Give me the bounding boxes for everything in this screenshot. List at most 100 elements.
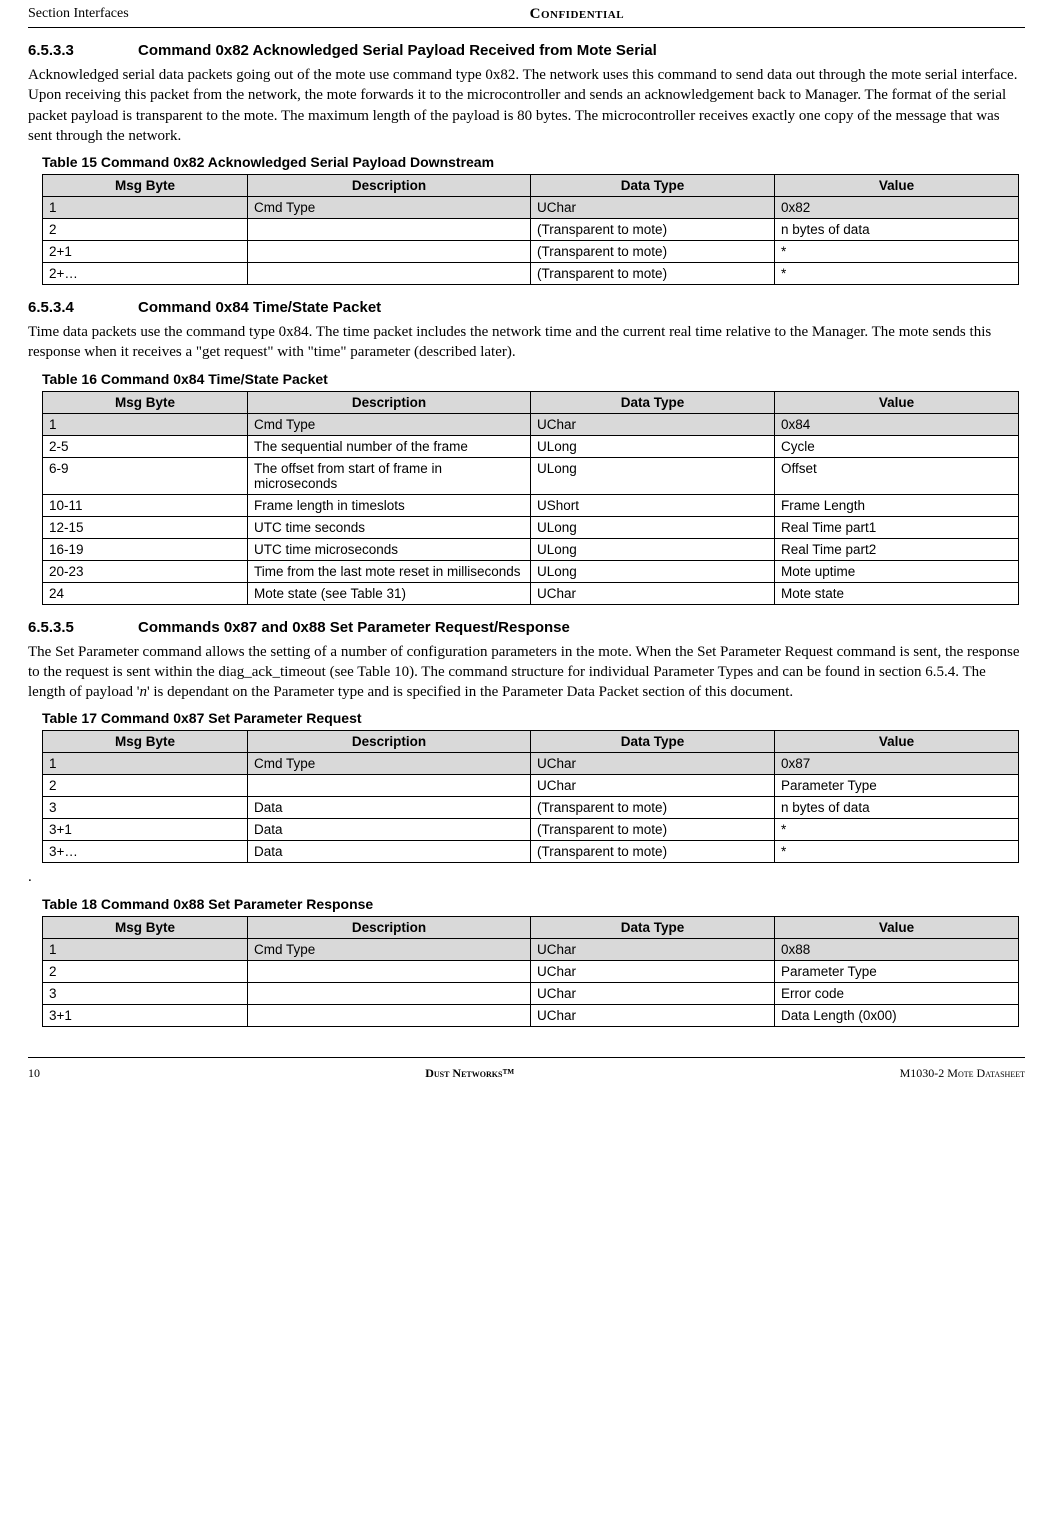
table-cell: Data — [247, 841, 530, 863]
table-row: 3+…Data(Transparent to mote)* — [43, 841, 1019, 863]
table-header-cell: Value — [775, 175, 1019, 197]
table-row: 2UCharParameter Type — [43, 775, 1019, 797]
table-cell: Mote state (see Table 31) — [247, 582, 530, 604]
table-cell: Mote state — [775, 582, 1019, 604]
table-cell: 2+1 — [43, 241, 248, 263]
table-row: 1Cmd TypeUChar0x88 — [43, 938, 1019, 960]
table-cell: 0x84 — [775, 413, 1019, 435]
table-header-cell: Data Type — [531, 175, 775, 197]
table-cell: Cmd Type — [247, 413, 530, 435]
table-row: 3+1Data(Transparent to mote)* — [43, 819, 1019, 841]
table-cell: UShort — [531, 494, 775, 516]
table-cell: 2+… — [43, 263, 248, 285]
table-header-cell: Description — [247, 731, 530, 753]
table-cell: ULong — [531, 560, 775, 582]
table-cell: (Transparent to mote) — [531, 263, 775, 285]
table-header-cell: Msg Byte — [43, 175, 248, 197]
table-trailing-text: . — [28, 867, 1025, 887]
table-cell: * — [775, 841, 1019, 863]
table-header-cell: Value — [775, 391, 1019, 413]
table-cell: 0x87 — [775, 753, 1019, 775]
section-number: 6.5.3.3 — [28, 42, 138, 59]
table-row: 2(Transparent to mote) n bytes of data — [43, 219, 1019, 241]
table-cell: Data — [247, 819, 530, 841]
table-cell: (Transparent to mote) — [531, 841, 775, 863]
table-cell: (Transparent to mote) — [531, 241, 775, 263]
table-header-cell: Value — [775, 731, 1019, 753]
table-cell: The sequential number of the frame — [247, 435, 530, 457]
table-cell: 2-5 — [43, 435, 248, 457]
page-header: Section Interfaces Confidential — [28, 0, 1025, 25]
table-cell: The offset from start of frame in micros… — [247, 457, 530, 494]
table-cell: ULong — [531, 457, 775, 494]
section-heading: 6.5.3.3Command 0x82 Acknowledged Serial … — [28, 42, 1025, 59]
table-cell: Error code — [775, 982, 1019, 1004]
table-cell: 12-15 — [43, 516, 248, 538]
table-header-row: Msg ByteDescriptionData TypeValue — [43, 731, 1019, 753]
table-row: 2+… (Transparent to mote)* — [43, 263, 1019, 285]
table-row: 24Mote state (see Table 31)UCharMote sta… — [43, 582, 1019, 604]
table-cell: Time from the last mote reset in millise… — [247, 560, 530, 582]
section-body: The Set Parameter command allows the set… — [28, 642, 1025, 703]
table-cell: UTC time microseconds — [247, 538, 530, 560]
table-cell: 3+1 — [43, 819, 248, 841]
table-cell: 1 — [43, 413, 248, 435]
table-header-cell: Data Type — [531, 731, 775, 753]
table-cell: UChar — [531, 753, 775, 775]
table-caption: Table 15 Command 0x82 Acknowledged Seria… — [42, 154, 1025, 170]
section-heading: 6.5.3.5Commands 0x87 and 0x88 Set Parame… — [28, 619, 1025, 636]
table-cell — [247, 1004, 530, 1026]
table-cell: 24 — [43, 582, 248, 604]
table-cell: UChar — [531, 1004, 775, 1026]
table-cell: (Transparent to mote) — [531, 819, 775, 841]
table-cell: Data Length (0x00) — [775, 1004, 1019, 1026]
data-table: Msg ByteDescriptionData TypeValue1Cmd Ty… — [42, 391, 1019, 605]
section-number: 6.5.3.5 — [28, 619, 138, 636]
table-caption: Table 16 Command 0x84 Time/State Packet — [42, 371, 1025, 387]
table-cell: 20-23 — [43, 560, 248, 582]
table-row: 3UCharError code — [43, 982, 1019, 1004]
section-body: Acknowledged serial data packets going o… — [28, 65, 1025, 146]
table-cell — [247, 219, 530, 241]
table-cell: Parameter Type — [775, 775, 1019, 797]
data-table: Msg ByteDescriptionData TypeValue1Cmd Ty… — [42, 730, 1019, 863]
table-cell: UChar — [531, 982, 775, 1004]
page-footer: 10 Dust Networks™ M1030-2 Mote Datasheet — [28, 1060, 1025, 1091]
table-row: 16-19UTC time microsecondsULongReal Time… — [43, 538, 1019, 560]
table-cell: Parameter Type — [775, 960, 1019, 982]
table-row: 1Cmd TypeUChar0x87 — [43, 753, 1019, 775]
table-cell — [247, 775, 530, 797]
section-body: Time data packets use the command type 0… — [28, 322, 1025, 363]
footer-right: M1030-2 Mote Datasheet — [900, 1066, 1025, 1081]
section-heading: 6.5.3.4Command 0x84 Time/State Packet — [28, 299, 1025, 316]
table-cell: UChar — [531, 938, 775, 960]
table-header-cell: Description — [247, 391, 530, 413]
table-cell: 1 — [43, 938, 248, 960]
section-title: Command 0x84 Time/State Packet — [138, 299, 381, 316]
table-header-row: Msg ByteDescriptionData TypeValue — [43, 391, 1019, 413]
table-header-cell: Data Type — [531, 391, 775, 413]
table-caption: Table 18 Command 0x88 Set Parameter Resp… — [42, 896, 1025, 912]
table-cell: Real Time part2 — [775, 538, 1019, 560]
table-cell: (Transparent to mote) — [531, 219, 775, 241]
table-cell: 1 — [43, 753, 248, 775]
table-row: 2+1(Transparent to mote)* — [43, 241, 1019, 263]
section-title: Command 0x82 Acknowledged Serial Payload… — [138, 42, 657, 59]
italic-n: n — [139, 684, 147, 700]
table-header-cell: Msg Byte — [43, 391, 248, 413]
table-cell: Real Time part1 — [775, 516, 1019, 538]
table-cell — [247, 960, 530, 982]
table-row: 1Cmd TypeUChar0x82 — [43, 197, 1019, 219]
table-cell: n bytes of data — [775, 219, 1019, 241]
table-cell: 10-11 — [43, 494, 248, 516]
table-row: 3+1 UCharData Length (0x00) — [43, 1004, 1019, 1026]
table-cell: Frame Length — [775, 494, 1019, 516]
table-cell: Mote uptime — [775, 560, 1019, 582]
table-cell: 3+1 — [43, 1004, 248, 1026]
table-header-cell: Description — [247, 175, 530, 197]
table-cell: * — [775, 263, 1019, 285]
header-center: Confidential — [530, 6, 624, 23]
table-header-cell: Data Type — [531, 916, 775, 938]
table-row: 3Data(Transparent to mote)n bytes of dat… — [43, 797, 1019, 819]
table-cell: 2 — [43, 775, 248, 797]
